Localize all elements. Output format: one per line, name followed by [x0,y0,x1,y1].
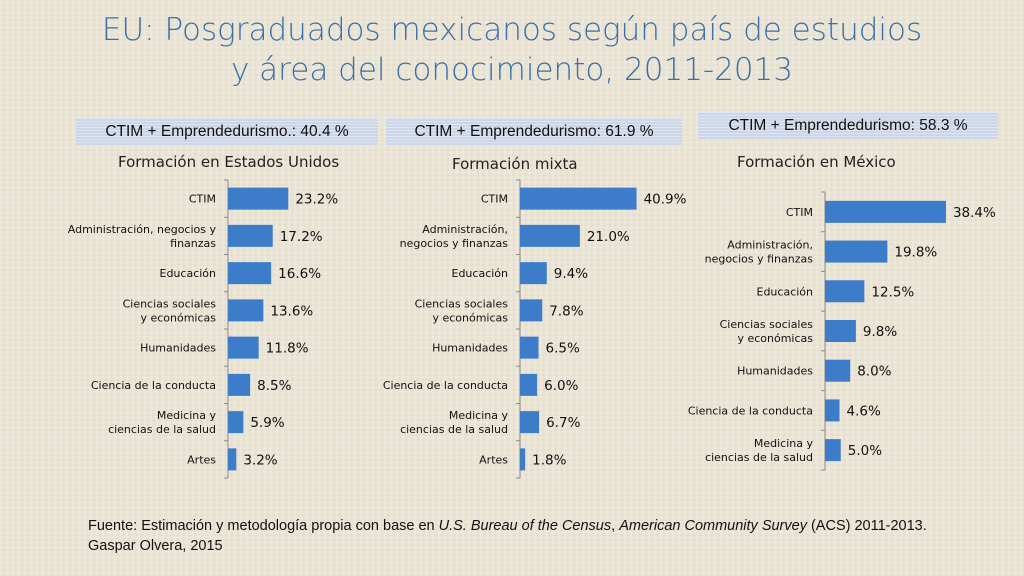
bar [825,280,865,303]
category-label: Ciencia de la conducta [91,379,216,392]
source-sep: , [611,518,620,534]
bar [520,224,580,247]
title-line-1: EU: Posgraduados mexicanos según país de… [101,12,923,48]
bar [520,187,637,210]
bar-value-label: 23.2% [295,192,338,208]
source-italic-2: American Community Survey [619,518,807,534]
bar-value-label: 8.5% [257,378,291,394]
bar-value-label: 6.7% [546,415,580,431]
banner-us: CTIM + Emprendedurismo.: 40.4 % [76,118,378,146]
category-label: Humanidades [140,342,216,355]
bar-value-label: 38.4% [953,205,996,221]
bar-value-label: 17.2% [280,229,323,245]
source-suffix: (ACS) 2011-2013. Gaspar Olvera, 2015 [88,518,927,554]
bar [520,373,538,396]
category-label: Administración, negocios y finanzas [400,223,509,250]
bar-value-label: 5.0% [848,443,882,459]
bar [520,262,547,285]
bar [228,336,259,359]
category-label: CTIM [786,206,813,219]
category-label: Administración, negocios y finanzas [705,239,814,266]
category-label: Ciencias sociales y económicas [720,318,814,345]
bar [825,439,841,462]
bar [228,262,272,285]
bar [520,336,539,359]
category-label: Ciencia de la conducta [383,379,508,392]
category-label: Medicina y ciencias de la salud [400,409,508,436]
bar [228,411,244,434]
bar-value-label: 9.4% [554,266,588,282]
bar-value-label: 1.8% [532,452,566,468]
bar [228,224,273,247]
bar-value-label: 7.8% [549,303,583,319]
bar [825,359,851,382]
bar-value-label: 8.0% [857,364,891,380]
bar [825,399,840,422]
bar [228,187,289,210]
category-label: Administración, negocios y finanzas [68,223,217,250]
banner-mixed: CTIM + Emprendedurismo: 61.9 % [386,118,682,146]
bar [825,240,888,263]
bar [228,448,237,471]
chart-title-mixed: Formación mixta [452,155,578,173]
bar-value-label: 4.6% [846,403,880,419]
bar-value-label: 40.9% [644,192,687,208]
bar [825,200,946,223]
bar-value-label: 21.0% [587,229,630,245]
bar-value-label: 6.0% [544,378,578,394]
bar-value-label: 19.8% [894,245,937,261]
source-note: Fuente: Estimación y metodología propia … [88,516,968,556]
category-label: Ciencia de la conducta [688,404,813,417]
bar-value-label: 5.9% [250,415,284,431]
bar [520,299,543,322]
category-label: Educación [160,267,217,280]
bar-value-label: 11.8% [266,341,309,357]
bar-value-label: 6.5% [546,341,580,357]
source-italic-1: U.S. Bureau of the Census [438,518,612,534]
category-label: Educación [452,267,509,280]
slide-title: EU: Posgraduados mexicanos según país de… [40,10,984,90]
bar [228,299,264,322]
bar [520,448,526,471]
category-label: Ciencias sociales y económicas [415,297,509,324]
bar-value-label: 9.8% [863,324,897,340]
category-label: Humanidades [737,365,813,378]
bar [825,320,856,342]
bar [520,411,540,434]
category-label: Ciencias sociales y económicas [123,297,217,324]
bar-value-label: 16.6% [278,266,321,282]
bar-value-label: 12.5% [871,284,914,300]
category-label: Humanidades [432,342,508,355]
category-label: Educación [757,285,814,298]
category-label: Artes [479,453,508,466]
chart-title-mexico: Formación en México [737,153,896,171]
banner-mexico: CTIM + Emprendedurismo: 58.3 % [698,112,998,140]
category-label: Artes [187,453,216,466]
source-prefix: Fuente: Estimación y metodología propia … [88,518,439,534]
bar-value-label: 3.2% [243,452,277,468]
category-label: Medicina y ciencias de la salud [705,437,813,464]
title-line-2: y área del conocimiento, 2011-2013 [230,52,793,88]
chart-title-us: Formación en Estados Unidos [118,153,340,171]
category-label: CTIM [189,193,216,206]
bar [228,373,251,396]
category-label: Medicina y ciencias de la salud [108,409,216,436]
category-label: CTIM [481,193,508,206]
bar-value-label: 13.6% [270,303,313,319]
